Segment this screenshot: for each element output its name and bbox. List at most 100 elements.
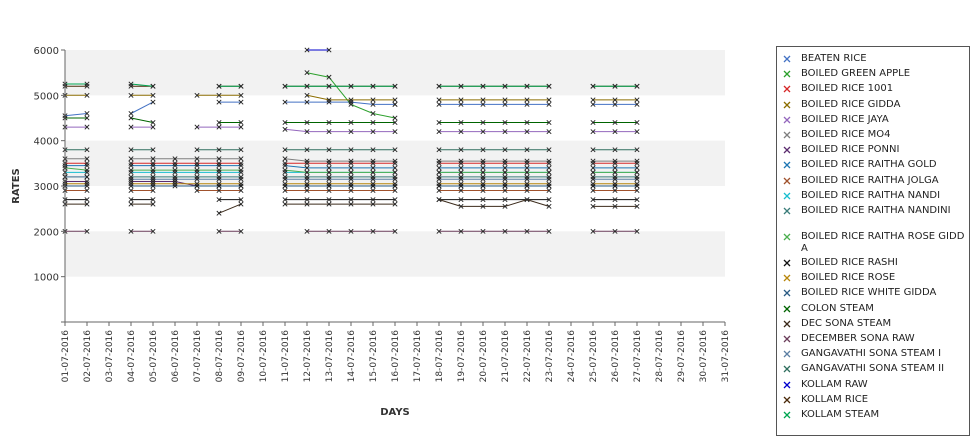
data-point [612, 169, 618, 175]
data-point [634, 160, 640, 166]
data-point [436, 120, 442, 126]
data-point [590, 181, 596, 187]
data-point [304, 183, 310, 189]
x-tick-label: 30-07-2016 [699, 330, 709, 383]
x-tick-label: 05-07-2016 [149, 330, 159, 383]
data-point [348, 188, 354, 194]
data-point [282, 160, 288, 166]
data-point [150, 183, 156, 189]
data-point [502, 101, 508, 107]
data-point [546, 129, 552, 135]
data-point [612, 165, 618, 171]
data-point [392, 183, 398, 189]
series-line [65, 199, 637, 214]
data-point [590, 176, 596, 182]
data-point [194, 160, 200, 166]
data-point [480, 158, 486, 164]
series-line [65, 83, 637, 87]
data-point [524, 183, 530, 189]
data-point [524, 174, 530, 180]
data-point [480, 147, 486, 153]
legend-marker [783, 233, 791, 241]
data-point [546, 181, 552, 187]
data-point [128, 197, 134, 203]
x-tick-label: 16-07-2016 [391, 330, 401, 383]
data-point [524, 165, 530, 171]
data-point [524, 120, 530, 126]
data-point [282, 181, 288, 187]
data-point [216, 188, 222, 194]
data-point [304, 120, 310, 126]
data-point [612, 129, 618, 135]
data-point [238, 201, 244, 207]
data-point [172, 174, 178, 180]
data-point [634, 97, 640, 103]
data-point [238, 167, 244, 173]
data-point [546, 174, 552, 180]
x-tick-label: 21-07-2016 [501, 330, 511, 383]
legend-marker [783, 101, 791, 109]
data-point [150, 181, 156, 187]
legend-item: GANGAVATHI SONA STEAM II [781, 363, 967, 375]
data-point [436, 174, 442, 180]
legend-label: DEC SONA STEAM [801, 317, 892, 329]
legend-item: KOLLAM STEAM [781, 409, 967, 421]
data-point [634, 165, 640, 171]
legend-label: BOILED RICE RAITHA JOLGA [801, 174, 939, 186]
data-point [282, 126, 288, 132]
data-point [612, 203, 618, 209]
data-point [84, 110, 90, 116]
data-point [612, 97, 618, 103]
data-point [612, 101, 618, 107]
data-point [458, 120, 464, 126]
legend-label: BOILED RICE PONNI [801, 144, 900, 156]
data-point [150, 163, 156, 169]
data-point [634, 197, 640, 203]
data-point [634, 203, 640, 209]
data-point [326, 129, 332, 135]
data-point [348, 97, 354, 103]
data-point [590, 165, 596, 171]
data-point [128, 110, 134, 116]
legend-label: BEATEN RICE [801, 53, 867, 64]
data-point [392, 197, 398, 203]
data-point [480, 176, 486, 182]
data-point [370, 110, 376, 116]
data-point [370, 158, 376, 164]
data-point [590, 197, 596, 203]
data-point [634, 120, 640, 126]
data-point [172, 160, 178, 166]
legend-marker [783, 289, 791, 297]
data-point [480, 129, 486, 135]
legend-label: BOILED RICE JAYA [801, 113, 889, 125]
data-point [128, 176, 134, 182]
data-point [546, 83, 552, 89]
data-point [634, 188, 640, 194]
data-point [392, 201, 398, 207]
data-point [546, 197, 552, 203]
data-point [150, 160, 156, 166]
x-tick-label: 06-07-2016 [171, 330, 181, 383]
data-point [436, 97, 442, 103]
data-point [304, 147, 310, 153]
x-tick-label: 13-07-2016 [325, 330, 335, 383]
data-point [590, 203, 596, 209]
data-point [238, 163, 244, 169]
data-point [150, 120, 156, 126]
data-point [590, 183, 596, 189]
data-point [392, 120, 398, 126]
data-point [590, 228, 596, 234]
data-point [392, 101, 398, 107]
data-point [348, 129, 354, 135]
data-point [634, 147, 640, 153]
data-point [480, 183, 486, 189]
data-point [590, 101, 596, 107]
data-point [348, 228, 354, 234]
x-tick-label: 20-07-2016 [479, 330, 489, 383]
grid-band [65, 231, 725, 277]
data-point [480, 165, 486, 171]
data-point [216, 167, 222, 173]
x-tick-label: 12-07-2016 [303, 330, 313, 383]
series-line [65, 165, 637, 169]
x-tick-label: 17-07-2016 [413, 330, 423, 383]
